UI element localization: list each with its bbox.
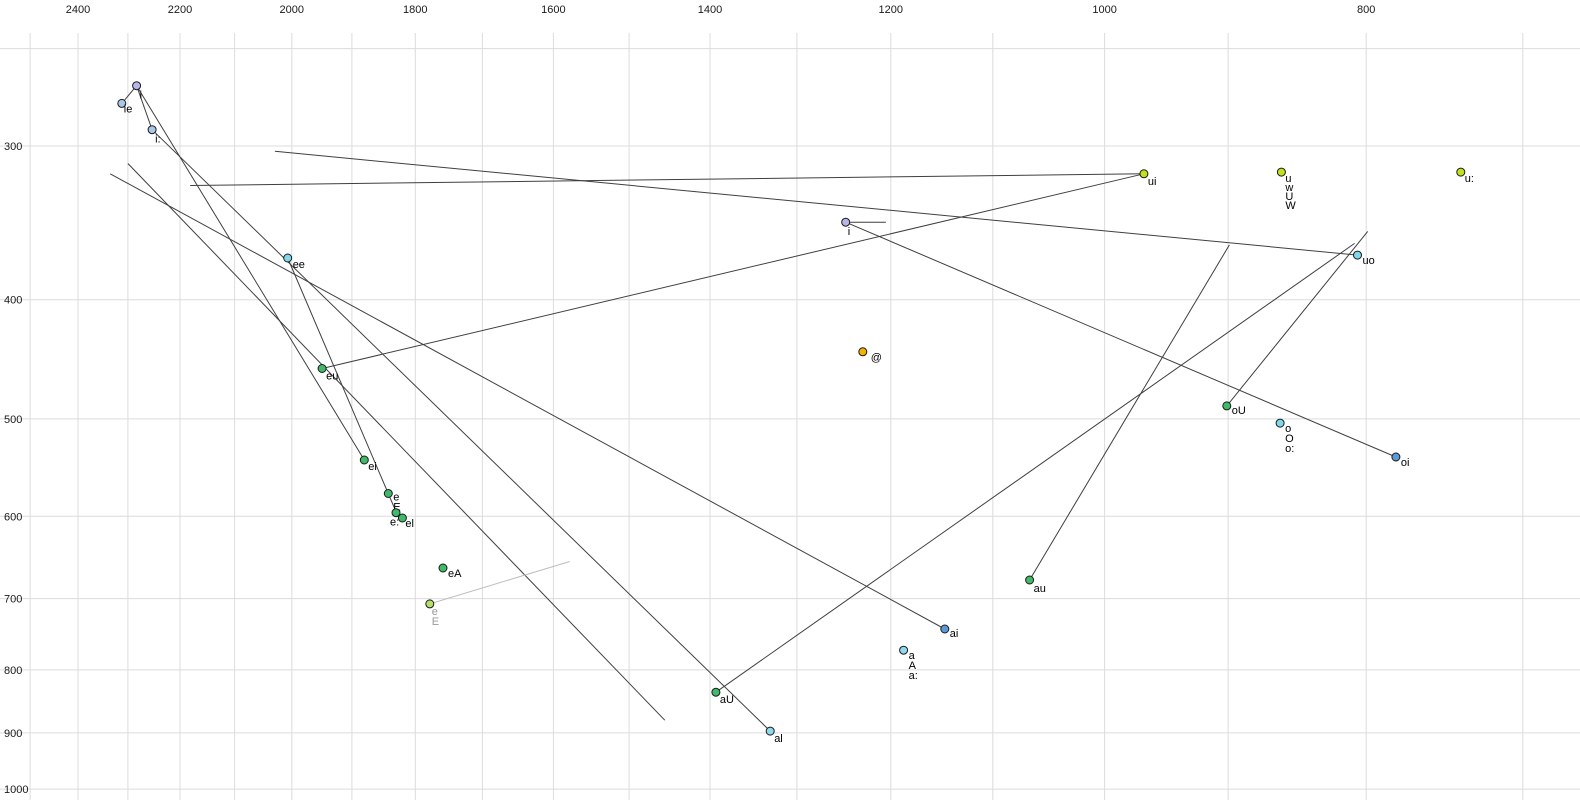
vowel-point-ai[interactable] — [940, 624, 950, 634]
vowel-point-i-long[interactable] — [147, 125, 157, 135]
vowel-point-aU[interactable] — [711, 687, 721, 697]
vowel-point-oU[interactable] — [1222, 401, 1232, 411]
vowel-label-e: E — [393, 502, 400, 514]
y-axis-tick-label: 1000 — [4, 784, 28, 796]
vowel-point-o[interactable] — [1275, 418, 1285, 428]
vowel-label-ee: ee — [293, 259, 305, 271]
vowel-label-u: w — [1284, 182, 1293, 194]
vowel-label-o: o: — [1285, 443, 1294, 455]
formant-trajectory-line — [127, 163, 666, 721]
y-axis-tick-label: 900 — [4, 728, 22, 740]
vowel-label-u: U — [1285, 191, 1293, 203]
x-axis-tick-label: 1200 — [879, 4, 903, 16]
vowel-label-u-long: u: — [1465, 173, 1474, 185]
y-axis-tick-label: 300 — [4, 141, 22, 153]
formant-trajectory-line — [151, 129, 771, 732]
vowel-label-ai: ai — [950, 628, 959, 640]
formant-trajectory-line — [1029, 244, 1230, 581]
y-axis-tick-label: 700 — [4, 594, 22, 606]
vowel-label-e: e — [393, 492, 399, 504]
vowel-label-au: au — [1034, 583, 1046, 595]
vowel-point-e[interactable] — [383, 489, 393, 498]
formant-trajectory-line — [136, 85, 365, 461]
vowel-point-au[interactable] — [1025, 575, 1035, 585]
formant-trajectory-line — [715, 242, 1355, 693]
y-axis-tick-label: 600 — [4, 511, 22, 523]
formant-trajectory-line — [190, 173, 1144, 186]
vowel-point-e-muted[interactable] — [425, 599, 435, 609]
vowel-label-ie: ie — [124, 103, 133, 115]
vowel-label-eA: eA — [448, 568, 462, 580]
vowel-point-i-central[interactable] — [841, 217, 851, 227]
vowel-label-a: a — [909, 650, 916, 662]
formant-trajectory-line — [287, 257, 398, 515]
vowel-label-uo: uo — [1363, 255, 1375, 267]
vowel-label-ui: ui — [1148, 176, 1157, 188]
x-axis-tick-label: 2200 — [168, 4, 192, 16]
vowel-label-o: O — [1285, 433, 1294, 445]
vowel-label-oi: oi — [1401, 457, 1410, 469]
vowel-label-e-muted: e — [432, 606, 438, 618]
vowel-label-a: A — [909, 660, 917, 672]
vowel-point-a[interactable] — [899, 645, 909, 655]
vowel-label-o: o — [1285, 423, 1291, 435]
vowel-label-i-central: i — [848, 226, 850, 238]
formant-trajectory-line — [429, 561, 570, 605]
vowel-label-aU: aU — [720, 694, 734, 706]
vowel-point-al[interactable] — [765, 726, 775, 736]
y-axis-tick-label: 400 — [4, 295, 22, 307]
vowel-label-u: u — [1285, 173, 1291, 185]
vowel-point-ui[interactable] — [1139, 169, 1149, 179]
x-axis-tick-label: 1600 — [541, 4, 565, 16]
vowel-point-u-long[interactable] — [1456, 167, 1466, 177]
x-axis-tick-label: 1000 — [1092, 4, 1116, 16]
vowel-point-i[interactable] — [132, 81, 142, 91]
vowel-label-oU: oU — [1232, 405, 1246, 417]
vowel-point-ei[interactable] — [359, 455, 369, 465]
formant-trajectory-line — [1226, 231, 1369, 407]
x-axis-tick-label: 2000 — [280, 4, 304, 16]
vowel-label-e-muted: E — [432, 616, 439, 628]
vowel-label-i-long: i: — [155, 134, 161, 146]
vowel-point-uo[interactable] — [1353, 250, 1362, 260]
vowel-label-el: el — [405, 518, 414, 530]
vowel-label-e-long: e: — [390, 517, 399, 529]
vowel-label-al: al — [774, 733, 783, 745]
vowel-label-eu: eu — [326, 371, 338, 383]
vowel-label-ei: ei — [368, 461, 377, 473]
vowel-point-u[interactable] — [1276, 167, 1286, 177]
vowel-point-ie[interactable] — [117, 98, 127, 108]
vowel-point-el[interactable] — [397, 513, 407, 523]
formant-trajectory-line — [109, 173, 946, 630]
vowel-point-oi[interactable] — [1391, 452, 1401, 462]
vowel-label-u: W — [1285, 200, 1296, 212]
vowel-label-a: a: — [909, 670, 918, 682]
x-axis-tick-label: 1400 — [698, 4, 722, 16]
vowel-label-i: i — [140, 90, 142, 102]
y-axis-tick-label: 800 — [4, 665, 22, 677]
formant-trajectory-line — [274, 150, 1358, 256]
formant-trajectory-line — [321, 173, 1145, 369]
x-axis-tick-label: 1800 — [403, 4, 427, 16]
vowel-label-schwa: @ — [871, 352, 882, 364]
vowel-point-eA[interactable] — [438, 563, 448, 573]
y-axis-tick-label: 500 — [4, 414, 22, 426]
vowel-point-ee[interactable] — [283, 253, 293, 263]
vowel-point-e-long[interactable] — [391, 508, 401, 518]
vowel-point-eu[interactable] — [317, 364, 327, 373]
formant-trajectory-line — [136, 85, 153, 130]
x-axis-tick-label: 800 — [1357, 4, 1375, 16]
formant-trajectory-line — [845, 221, 1397, 458]
vowel-point-schwa[interactable] — [858, 347, 868, 357]
x-axis-tick-label: 2400 — [66, 4, 90, 16]
